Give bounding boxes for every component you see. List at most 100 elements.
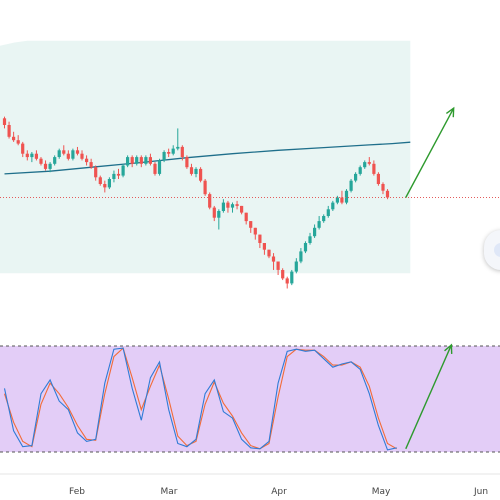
candle-body bbox=[43, 163, 48, 169]
candle-body bbox=[381, 184, 385, 191]
candle-body bbox=[180, 146, 184, 157]
candle-body bbox=[148, 157, 152, 164]
candle-body bbox=[34, 153, 38, 159]
x-tick-label: May bbox=[372, 487, 391, 497]
candle-body bbox=[189, 167, 194, 174]
candle-body bbox=[194, 168, 198, 174]
candle-body bbox=[308, 236, 312, 243]
candle-body bbox=[21, 143, 25, 154]
candle-body bbox=[354, 173, 358, 181]
candle-body bbox=[331, 202, 335, 210]
candle-body bbox=[85, 158, 89, 163]
candle-body bbox=[89, 162, 93, 168]
candle-body bbox=[358, 167, 362, 174]
candle-body bbox=[153, 163, 157, 174]
stochastic-k-line bbox=[3, 347, 397, 451]
candle-body bbox=[30, 153, 34, 158]
candle-body bbox=[75, 150, 80, 154]
main-panel bbox=[0, 40, 500, 289]
candle-body bbox=[235, 204, 239, 206]
candle-body bbox=[135, 157, 139, 164]
candle-body bbox=[121, 165, 125, 176]
candle-body bbox=[363, 162, 367, 168]
candle-body bbox=[94, 167, 98, 178]
candle-body bbox=[112, 173, 116, 179]
candle-body bbox=[262, 243, 266, 250]
candle-body bbox=[171, 148, 175, 154]
candle-body bbox=[208, 194, 212, 208]
moving-average-line bbox=[4, 141, 411, 175]
candle-body bbox=[185, 157, 189, 168]
candle-body bbox=[157, 160, 162, 174]
candle-body bbox=[16, 140, 20, 144]
candle-body bbox=[116, 173, 121, 176]
candle-body bbox=[230, 204, 235, 208]
candle-body bbox=[317, 221, 321, 228]
candle-body bbox=[107, 179, 111, 188]
candle-body bbox=[226, 202, 230, 208]
candle-body bbox=[376, 173, 380, 184]
candle-body bbox=[271, 256, 276, 262]
candle-body bbox=[285, 278, 289, 284]
stoch-arrow-shaft bbox=[405, 344, 453, 450]
candle-body bbox=[244, 212, 248, 222]
candle-body bbox=[126, 157, 130, 166]
x-axis: Feb Mar Apr May Jun bbox=[0, 473, 500, 497]
candle-body bbox=[253, 227, 257, 235]
candle-body bbox=[303, 243, 308, 252]
candle-body bbox=[217, 211, 221, 218]
candle-body bbox=[2, 118, 7, 125]
projection-arrow-head bbox=[445, 106, 455, 118]
candle-body bbox=[385, 190, 390, 198]
candle-body bbox=[212, 207, 216, 218]
candle-body bbox=[249, 221, 253, 228]
candle-body bbox=[39, 158, 43, 164]
candle-body bbox=[203, 180, 207, 195]
channel-band bbox=[0, 40, 411, 274]
stoch-arrow-head bbox=[444, 343, 453, 354]
candle-body bbox=[71, 150, 75, 159]
candle-body bbox=[294, 261, 298, 272]
candle-body bbox=[258, 234, 262, 243]
candle-body bbox=[344, 190, 349, 203]
candle-body bbox=[167, 152, 171, 154]
candle-body bbox=[281, 270, 285, 279]
candle-body bbox=[98, 177, 102, 184]
candle-body bbox=[7, 125, 11, 137]
candle-body bbox=[221, 202, 225, 211]
candle-body bbox=[48, 163, 52, 169]
candle-body bbox=[290, 271, 294, 284]
candle-body bbox=[326, 209, 330, 216]
projection-arrow-shaft bbox=[405, 107, 455, 198]
candle-body bbox=[313, 227, 317, 237]
candle-body bbox=[62, 150, 66, 154]
candle-body bbox=[66, 153, 70, 159]
candlesticks bbox=[2, 116, 390, 289]
candle-body bbox=[176, 146, 180, 149]
scroll-right-button[interactable] bbox=[484, 230, 500, 270]
candle-body bbox=[240, 205, 244, 213]
circle-icon bbox=[494, 243, 500, 257]
candle-body bbox=[53, 157, 57, 164]
candle-body bbox=[12, 136, 16, 141]
candle-body bbox=[367, 162, 371, 164]
candle-body bbox=[144, 157, 148, 164]
candle-body bbox=[25, 153, 29, 158]
candle-body bbox=[267, 249, 271, 257]
candle-body bbox=[340, 197, 344, 203]
candle-body bbox=[372, 163, 376, 174]
price-projection-arrow bbox=[405, 106, 455, 198]
candle-body bbox=[349, 180, 353, 191]
candle-body bbox=[162, 152, 166, 161]
stochastic-panel bbox=[0, 343, 500, 453]
x-tick-label: Apr bbox=[271, 487, 287, 497]
candle-body bbox=[199, 168, 203, 181]
candle-body bbox=[276, 261, 280, 270]
candle-body bbox=[335, 197, 339, 203]
candle-body bbox=[57, 150, 61, 157]
candle-body bbox=[299, 251, 303, 262]
x-tick-label: Mar bbox=[161, 487, 178, 497]
x-tick-label: Jun bbox=[473, 487, 488, 497]
candle-body bbox=[139, 157, 143, 164]
